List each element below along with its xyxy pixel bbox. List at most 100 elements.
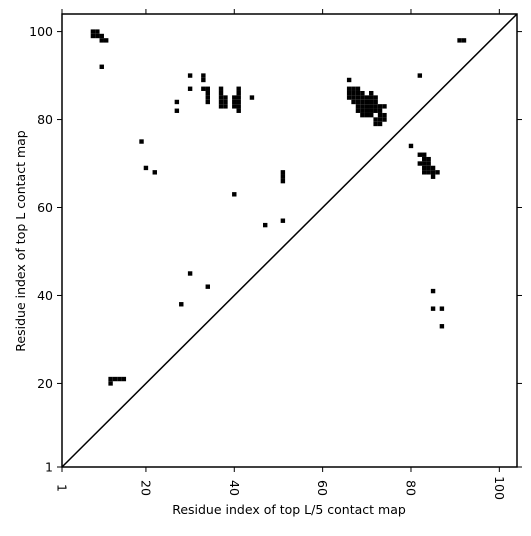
- contact-cell: [430, 174, 436, 179]
- contact-cell: [377, 117, 383, 122]
- y-tick-label: 100: [29, 24, 53, 39]
- contact-cell: [280, 218, 286, 223]
- contact-cell: [364, 95, 370, 100]
- contact-cell: [369, 99, 374, 105]
- x-axis-label: Residue index of top L/5 contact map: [172, 502, 406, 517]
- contact-cell: [360, 99, 365, 105]
- contact-cell: [152, 170, 157, 175]
- contact-cell: [108, 376, 113, 382]
- contact-cell: [369, 95, 374, 100]
- contact-cell: [232, 104, 237, 109]
- contact-cell: [351, 99, 356, 105]
- contact-cell: [232, 99, 237, 105]
- contact-cell: [364, 104, 370, 109]
- y-tick-label: 40: [37, 288, 53, 303]
- contact-cell: [430, 306, 436, 311]
- contact-cell: [205, 86, 210, 91]
- contact-cell: [360, 112, 365, 118]
- contact-cell: [236, 86, 241, 91]
- x-tick-label: 20: [138, 480, 153, 496]
- contact-cell: [355, 95, 361, 100]
- contact-cell: [346, 77, 352, 83]
- contact-cell: [426, 170, 431, 175]
- contact-cell: [430, 170, 436, 175]
- contact-cell: [99, 33, 104, 39]
- contact-cell: [422, 156, 427, 162]
- contact-cell: [117, 376, 122, 382]
- contact-cell: [382, 117, 387, 122]
- diagonal-line: [61, 13, 518, 468]
- contact-cell: [205, 284, 210, 289]
- contact-cell: [439, 306, 445, 311]
- contact-cell: [280, 170, 286, 175]
- contact-cell: [263, 222, 268, 228]
- contact-cell: [360, 95, 365, 100]
- contact-cell: [143, 165, 149, 171]
- x-tick-label: 40: [227, 480, 242, 496]
- contact-cell: [355, 104, 361, 109]
- contact-cell: [223, 95, 228, 100]
- contact-cell: [187, 271, 193, 276]
- plot-frame: [61, 13, 518, 468]
- contact-cell: [205, 90, 210, 96]
- contact-cell: [364, 112, 370, 118]
- contact-cell: [430, 288, 436, 294]
- contact-cell: [360, 104, 365, 109]
- contact-cell: [417, 161, 423, 166]
- contact-cell: [90, 33, 96, 39]
- contact-cell: [364, 99, 370, 105]
- y-axis-label: Residue index of top L contact map: [13, 130, 28, 351]
- contact-cell: [346, 86, 352, 91]
- contact-cell: [457, 38, 462, 43]
- contact-cell: [373, 95, 378, 100]
- contact-cell: [369, 112, 374, 118]
- contact-cell: [461, 38, 467, 43]
- contact-cell: [179, 302, 184, 307]
- contact-cell: [139, 139, 144, 144]
- contact-cell: [351, 86, 356, 91]
- contact-cell: [430, 165, 436, 171]
- contact-cell: [364, 108, 370, 113]
- contact-cell: [174, 99, 180, 105]
- contact-cell: [422, 152, 427, 157]
- contact-cell: [377, 104, 383, 109]
- contact-cell: [382, 104, 387, 109]
- x-tick-label: 100: [492, 476, 507, 500]
- contact-cell: [360, 108, 365, 113]
- contact-cell: [99, 64, 104, 69]
- contact-cell: [439, 324, 445, 329]
- contact-cell: [369, 108, 374, 113]
- contact-cell: [373, 104, 378, 109]
- contact-cell: [205, 99, 210, 105]
- contact-cell: [422, 165, 427, 171]
- contact-cell: [223, 99, 228, 105]
- contact-cell: [280, 178, 286, 184]
- contact-cell: [422, 170, 427, 175]
- y-tick-label: 1: [45, 460, 53, 475]
- contact-cell: [121, 376, 127, 382]
- contact-cell: [218, 99, 224, 105]
- contact-cell: [351, 90, 356, 96]
- contact-cell: [377, 121, 383, 127]
- y-tick-label: 60: [37, 200, 53, 215]
- contact-cell: [99, 38, 104, 43]
- contact-cell: [95, 29, 100, 34]
- contact-cell: [218, 86, 224, 91]
- contact-cell: [280, 174, 286, 179]
- contact-cell: [417, 73, 423, 78]
- contact-cell: [112, 376, 118, 382]
- contact-cell: [373, 99, 378, 105]
- contact-cell: [95, 33, 100, 39]
- contact-cell: [236, 99, 241, 105]
- contact-cell: [187, 73, 193, 78]
- contact-cell: [373, 108, 378, 113]
- contact-cell: [351, 95, 356, 100]
- contact-cell: [236, 95, 241, 100]
- contact-cell: [422, 161, 427, 166]
- contact-cell: [355, 99, 361, 105]
- contact-cell: [369, 90, 374, 96]
- contact-cell: [377, 112, 383, 118]
- contact-cell: [223, 104, 228, 109]
